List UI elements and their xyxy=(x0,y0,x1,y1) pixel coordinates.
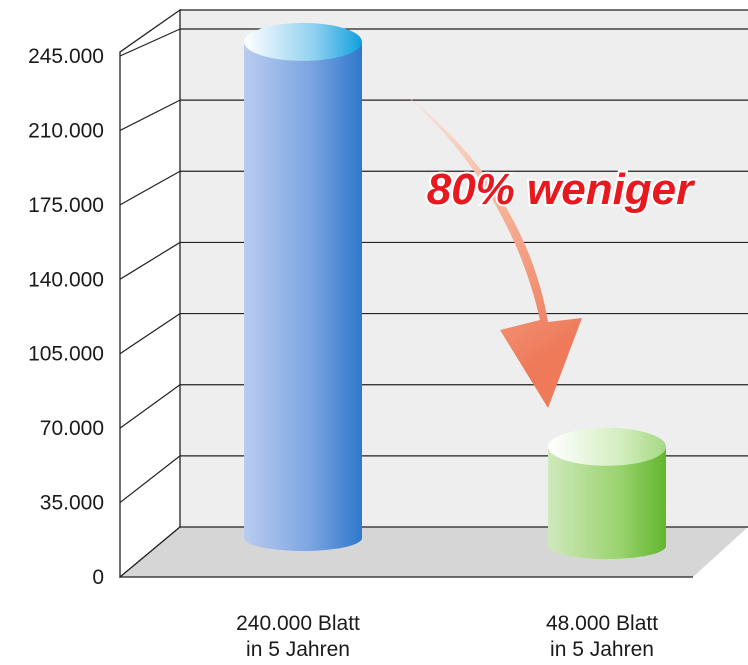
y-tick-label: 245.000 xyxy=(28,45,104,68)
category-label: 48.000 Blatt in 5 Jahren xyxy=(546,612,658,661)
side-wall xyxy=(119,8,181,579)
category-label-line: in 5 Jahren xyxy=(550,638,654,661)
gridline-diagonal xyxy=(119,384,181,429)
gridline-diagonal xyxy=(119,99,181,131)
bar-top xyxy=(548,427,666,466)
annotation-text: 80% weniger xyxy=(427,165,696,214)
y-tick-label: 70.000 xyxy=(40,417,104,440)
gridline-diagonal xyxy=(119,526,181,578)
category-label-line: 48.000 Blatt xyxy=(546,612,658,635)
gridline-diagonal xyxy=(119,28,181,57)
y-tick-label: 140.000 xyxy=(28,268,104,291)
category-label: 240.000 Blatt in 5 Jahren xyxy=(236,612,360,661)
gridline-diagonal xyxy=(119,241,181,280)
bar xyxy=(548,427,666,559)
axes-layer: 0 35.000 70.000 105.000 140.000 175.000 210.00… xyxy=(28,8,748,661)
bar-body xyxy=(548,446,666,559)
y-tick-label: 35.000 xyxy=(40,492,104,515)
category-label-line: in 5 Jahren xyxy=(246,638,350,661)
annotation-layer: 80% weniger xyxy=(402,92,698,408)
category-label-line: 240.000 Blatt xyxy=(236,612,360,635)
gridline-diagonal xyxy=(119,455,181,504)
bar-top xyxy=(244,22,362,61)
arrow-shape xyxy=(402,92,582,408)
gridline-diagonal xyxy=(119,313,181,355)
bar xyxy=(244,22,362,551)
y-tick-label: 175.000 xyxy=(28,194,104,217)
y-tick-label: 0 xyxy=(92,566,104,589)
bars-layer xyxy=(244,22,666,559)
gridline-diagonal xyxy=(119,170,181,206)
y-tick-label: 210.000 xyxy=(28,119,104,142)
bar-body xyxy=(244,41,362,551)
y-tick-label: 105.000 xyxy=(28,343,104,366)
